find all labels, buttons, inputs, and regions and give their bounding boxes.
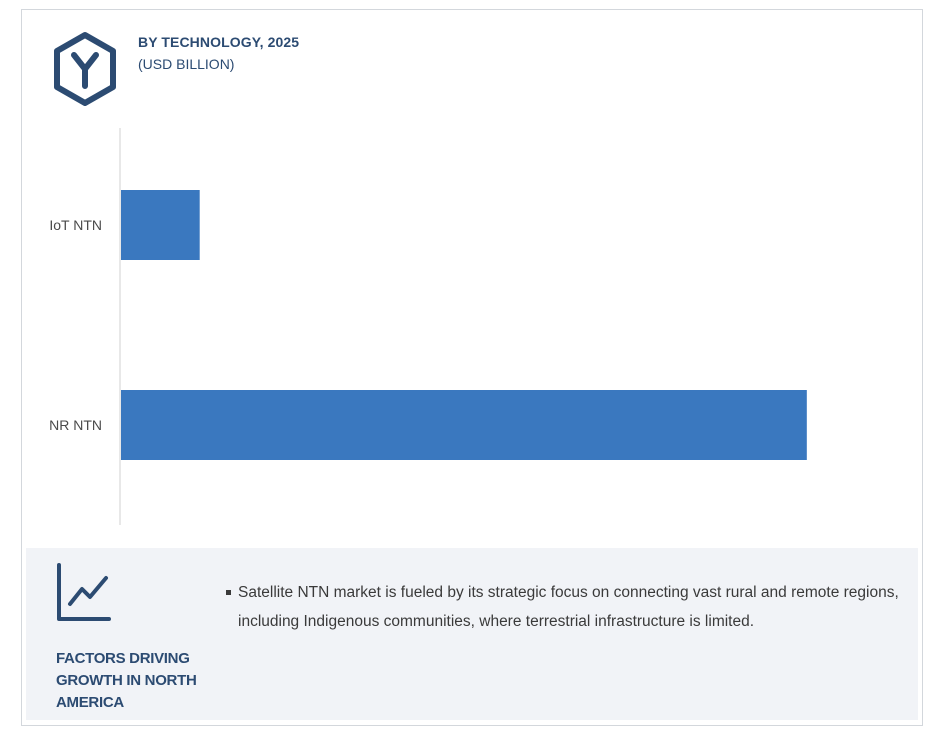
chart-subtitle: (USD BILLION) bbox=[138, 56, 235, 72]
bar-nr-ntn bbox=[121, 390, 807, 460]
category-label: IoT NTN bbox=[49, 217, 102, 233]
bullet-icon bbox=[226, 590, 231, 595]
category-label: NR NTN bbox=[49, 417, 102, 433]
factor-text: Satellite NTN market is fueled by its st… bbox=[238, 584, 899, 630]
trend-chart-icon bbox=[57, 563, 111, 621]
chart-title: BY TECHNOLOGY, 2025 bbox=[138, 34, 300, 50]
bar-iot-ntn bbox=[121, 190, 200, 260]
factor-item: Satellite NTN market is fueled by its st… bbox=[226, 578, 916, 636]
factors-panel: FACTORS DRIVING GROWTH IN NORTH AMERICA … bbox=[26, 548, 918, 720]
chart-card: BY TECHNOLOGY, 2025 (USD BILLION) IoT NT… bbox=[21, 9, 923, 726]
bar-chart: IoT NTN NR NTN bbox=[49, 128, 807, 525]
hexagon-y-logo-icon bbox=[54, 32, 116, 106]
factors-list: Satellite NTN market is fueled by its st… bbox=[226, 578, 916, 636]
factors-heading: FACTORS DRIVING GROWTH IN NORTH AMERICA bbox=[56, 650, 197, 711]
